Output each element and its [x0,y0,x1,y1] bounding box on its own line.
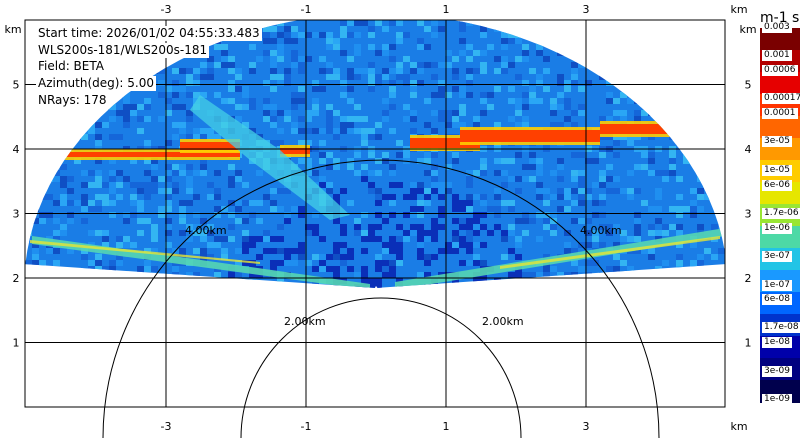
x-tick-label-top: -1 [301,3,312,16]
x-tick-label-top: 3 [583,3,590,16]
range-rings [102,159,660,438]
x-tick-label-bottom: -1 [301,420,312,433]
colorbar-label: 3e-09 [762,366,792,377]
colorbar-segment [760,116,800,139]
x-unit-bottom: km [730,420,747,433]
y-tick-label-left: 1 [13,337,20,350]
y-tick-label-right: 5 [745,79,752,92]
beta-field [25,20,725,289]
y-tick-label-right: 2 [745,272,752,285]
y-tick-label-left: 4 [13,143,20,156]
x-tick-label-bottom: -3 [161,420,172,433]
x-tick-label-top: 1 [443,3,450,16]
colorbar-label: 0.003 [762,22,792,33]
nrays-label: NRays: 178 [36,93,109,108]
y-tick-label-left: 2 [13,272,20,285]
colorbar-label: 1.7e-06 [762,208,800,219]
x-tick-label-bottom: 3 [583,420,590,433]
colorbar-label: 1e-09 [762,394,792,405]
colorbar-label: 0.0001 [762,108,798,119]
y-tick-label-left: 3 [13,208,20,221]
colorbar-label: 1e-05 [762,165,792,176]
y-tick-label-right: 3 [745,208,752,221]
colorbar-label: 0.0006 [762,65,798,76]
colorbar-label: 6e-06 [762,180,792,191]
ring-label-inner-right: 2.00km [482,315,524,328]
y-tick-label-right: 4 [745,143,752,156]
y-tick-label-right: 1 [745,337,752,350]
ring-label-outer-right: 4.00km [580,224,622,237]
colorbar-label: 1e-08 [762,337,792,348]
azimuth-label: Azimuth(deg): 5.00 [36,76,157,91]
colorbar-label: 3e-07 [762,251,792,262]
start-time-label: Start time: 2026/01/02 04:55:33.483 [36,26,262,41]
colorbar-segment [760,72,800,95]
y-tick-label-left: 5 [13,79,20,92]
x-unit-top: km [730,3,747,16]
colorbar-label: 1e-06 [762,223,792,234]
y-unit-right: km [739,23,756,36]
y-unit-left: km [4,23,21,36]
colorbar-segment [760,28,800,51]
field-label: Field: BETA [36,59,106,74]
x-tick-label-bottom: 1 [443,420,450,433]
ring-label-outer-left: 4.00km [185,224,227,237]
colorbar-label: 1e-07 [762,280,792,291]
colorbar-label: 0.00017 [762,93,800,104]
colorbar-label: 3e-05 [762,136,792,147]
colorbar-label: 0.001 [762,50,792,61]
x-tick-label-top: -3 [161,3,172,16]
colorbar-label: 6e-08 [762,294,792,305]
axis-ticks: -3 -3 -1 -1 1 1 3 3 5 5 4 4 3 3 2 2 1 1 km km km km [4,3,756,433]
colorbar-label: 1.7e-08 [762,322,800,333]
instrument-label: WLS200s-181/WLS200s-181 [36,43,210,58]
ring-label-inner-left: 2.00km [284,315,326,328]
